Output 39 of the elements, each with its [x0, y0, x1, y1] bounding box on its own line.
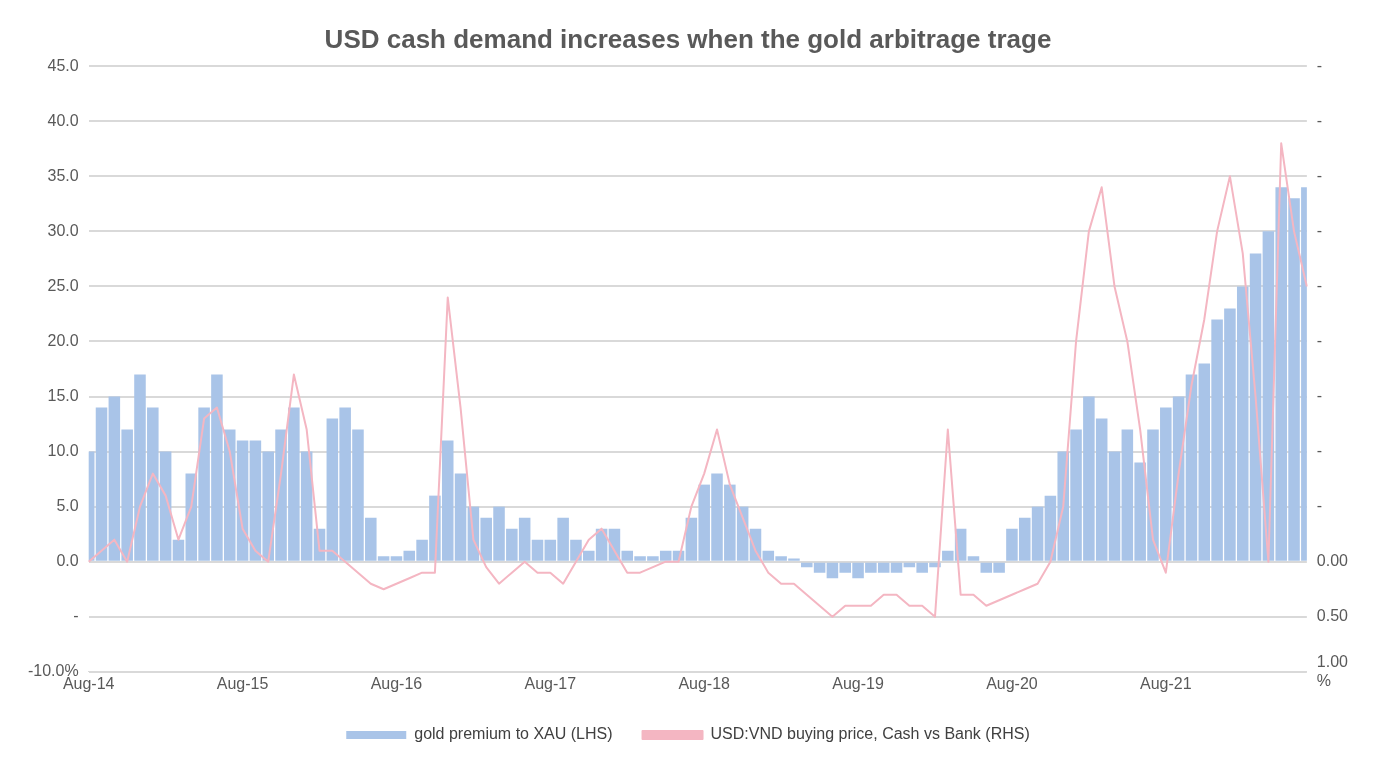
y-tick-label: 25.0	[47, 276, 79, 294]
y2-tick-label: 1.00 %	[1316, 652, 1349, 689]
bar	[890, 562, 903, 573]
y-tick-label: -	[73, 607, 79, 625]
y2-tick-label: -	[1316, 441, 1323, 459]
x-tick-label: Aug-21	[1140, 674, 1192, 692]
y2-tick-label: 0.00	[1316, 552, 1349, 570]
y2-tick-label: -	[1316, 276, 1323, 294]
y-tick-label: 20.0	[47, 331, 79, 349]
bar	[531, 539, 544, 561]
x-tick-label: Aug-20	[986, 674, 1038, 692]
y-tick-label: 40.0	[47, 111, 79, 129]
y2-tick-label: 0.50	[1316, 607, 1349, 625]
bar	[1185, 374, 1198, 561]
y-tick-label: 0.0	[56, 552, 79, 570]
y2-tick-label: -	[1316, 497, 1323, 515]
x-tick-label: Aug-18	[678, 674, 731, 692]
y-tick-label: 45.0	[47, 56, 79, 74]
y-tick-label: 15.0	[47, 386, 79, 404]
y2-tick-label: -	[1316, 386, 1323, 404]
y2-tick-label: -	[1316, 331, 1323, 349]
chart-title: USD cash demand increases when the gold arbitrage trage	[324, 23, 1052, 54]
y2-tick-label: -	[1316, 166, 1323, 184]
y-tick-label: 10.0	[47, 441, 79, 459]
y2-tick-label: -	[1316, 221, 1323, 239]
y-tick-label: 5.0	[56, 497, 79, 515]
x-tick-label: Aug-17	[524, 674, 577, 692]
x-tick-label: Aug-15	[216, 674, 269, 692]
bar	[1108, 451, 1121, 561]
legend-label: gold premium to XAU (LHS)	[414, 725, 613, 743]
bar	[172, 539, 185, 561]
x-tick-label: Aug-16	[370, 674, 423, 692]
y2-tick-label: -	[1316, 56, 1323, 74]
legend-label: USD:VND buying price, Cash vs Bank (RHS)	[710, 725, 1030, 743]
y-tick-label: 30.0	[47, 221, 79, 239]
y-tick-label: 35.0	[47, 166, 79, 184]
y2-tick-label: -	[1316, 111, 1323, 129]
bar	[967, 556, 980, 561]
x-tick-label: Aug-19	[832, 674, 884, 692]
